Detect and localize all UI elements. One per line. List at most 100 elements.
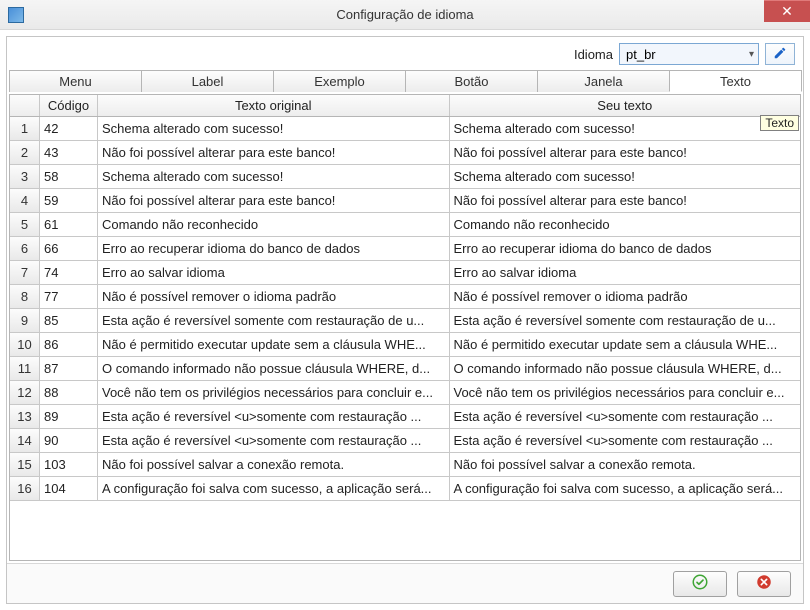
cell-user[interactable]: O comando informado não possue cláusula …	[450, 357, 801, 380]
table-row[interactable]: 16104A configuração foi salva com sucess…	[10, 477, 800, 501]
cell-user[interactable]: Schema alterado com sucesso!	[450, 117, 801, 140]
cell-user[interactable]: Esta ação é reversível <u>somente com re…	[450, 429, 801, 452]
table-row[interactable]: 243Não foi possível alterar para este ba…	[10, 141, 800, 165]
cell-user[interactable]: Não é permitido executar update sem a cl…	[450, 333, 801, 356]
row-number: 14	[10, 429, 40, 452]
tab-janela[interactable]: Janela	[537, 70, 670, 92]
tab-exemplo[interactable]: Exemplo	[273, 70, 406, 92]
cell-user[interactable]: Comando não reconhecido	[450, 213, 801, 236]
header-user[interactable]: Seu texto Texto	[450, 95, 801, 116]
cell-original[interactable]: Comando não reconhecido	[98, 213, 450, 236]
titlebar: Configuração de idioma ✕	[0, 0, 810, 30]
cancel-button[interactable]	[737, 571, 791, 597]
cell-user[interactable]: Esta ação é reversível somente com resta…	[450, 309, 801, 332]
cell-user[interactable]: Não foi possível salvar a conexão remota…	[450, 453, 801, 476]
pencil-icon	[773, 46, 787, 63]
cell-codigo[interactable]: 42	[40, 117, 98, 140]
window-title: Configuração de idioma	[0, 7, 810, 22]
cell-codigo[interactable]: 59	[40, 189, 98, 212]
cell-codigo[interactable]: 74	[40, 261, 98, 284]
cancel-circle-icon	[755, 573, 773, 594]
header-codigo[interactable]: Código	[40, 95, 98, 116]
cell-original[interactable]: Não é permitido executar update sem a cl…	[98, 333, 450, 356]
cell-codigo[interactable]: 86	[40, 333, 98, 356]
language-select[interactable]: pt_br ▾	[619, 43, 759, 65]
cell-user[interactable]: Não foi possível alterar para este banco…	[450, 189, 801, 212]
cell-user[interactable]: A configuração foi salva com sucesso, a …	[450, 477, 801, 500]
chevron-down-icon: ▾	[749, 49, 754, 60]
table-row[interactable]: 358Schema alterado com sucesso!Schema al…	[10, 165, 800, 189]
tab-label[interactable]: Label	[141, 70, 274, 92]
table-row[interactable]: 142Schema alterado com sucesso!Schema al…	[10, 117, 800, 141]
cell-codigo[interactable]: 104	[40, 477, 98, 500]
cell-original[interactable]: Schema alterado com sucesso!	[98, 165, 450, 188]
cell-codigo[interactable]: 87	[40, 357, 98, 380]
cell-user[interactable]: Você não tem os privilégios necessários …	[450, 381, 801, 404]
table-row[interactable]: 877Não é possível remover o idioma padrã…	[10, 285, 800, 309]
table-row[interactable]: 666Erro ao recuperar idioma do banco de …	[10, 237, 800, 261]
header-original[interactable]: Texto original	[98, 95, 450, 116]
footer	[7, 563, 803, 603]
table-row[interactable]: 774Erro ao salvar idiomaErro ao salvar i…	[10, 261, 800, 285]
row-number: 16	[10, 477, 40, 500]
table-row[interactable]: 1288Você não tem os privilégios necessár…	[10, 381, 800, 405]
cell-codigo[interactable]: 85	[40, 309, 98, 332]
check-circle-icon	[691, 573, 709, 594]
cell-original[interactable]: Esta ação é reversível <u>somente com re…	[98, 429, 450, 452]
table-row[interactable]: 15103Não foi possível salvar a conexão r…	[10, 453, 800, 477]
cell-codigo[interactable]: 43	[40, 141, 98, 164]
tab-menu[interactable]: Menu	[9, 70, 142, 92]
cell-codigo[interactable]: 89	[40, 405, 98, 428]
table-row[interactable]: 1490Esta ação é reversível <u>somente co…	[10, 429, 800, 453]
cell-codigo[interactable]: 61	[40, 213, 98, 236]
cell-codigo[interactable]: 66	[40, 237, 98, 260]
row-number: 4	[10, 189, 40, 212]
cell-codigo[interactable]: 88	[40, 381, 98, 404]
cell-user[interactable]: Erro ao salvar idioma	[450, 261, 801, 284]
table: Código Texto original Seu texto Texto 14…	[9, 94, 801, 561]
table-row[interactable]: 459Não foi possível alterar para este ba…	[10, 189, 800, 213]
row-number: 15	[10, 453, 40, 476]
cell-original[interactable]: Erro ao salvar idioma	[98, 261, 450, 284]
table-body: 142Schema alterado com sucesso!Schema al…	[10, 117, 800, 560]
close-icon: ✕	[781, 3, 793, 19]
header-tooltip: Texto	[760, 115, 799, 131]
cell-original[interactable]: O comando informado não possue cláusula …	[98, 357, 450, 380]
cell-codigo[interactable]: 90	[40, 429, 98, 452]
cell-user[interactable]: Não foi possível alterar para este banco…	[450, 141, 801, 164]
table-row[interactable]: 1389Esta ação é reversível <u>somente co…	[10, 405, 800, 429]
cell-original[interactable]: Schema alterado com sucesso!	[98, 117, 450, 140]
cell-original[interactable]: Não foi possível alterar para este banco…	[98, 189, 450, 212]
cell-original[interactable]: Você não tem os privilégios necessários …	[98, 381, 450, 404]
cell-user[interactable]: Não é possível remover o idioma padrão	[450, 285, 801, 308]
cell-original[interactable]: Esta ação é reversível somente com resta…	[98, 309, 450, 332]
cell-original[interactable]: Não é possível remover o idioma padrão	[98, 285, 450, 308]
cell-original[interactable]: Não foi possível salvar a conexão remota…	[98, 453, 450, 476]
main-panel: Idioma pt_br ▾ MenuLabelExemploBotãoJane…	[6, 36, 804, 604]
cell-original[interactable]: Esta ação é reversível <u>somente com re…	[98, 405, 450, 428]
cell-original[interactable]: A configuração foi salva com sucesso, a …	[98, 477, 450, 500]
row-number: 9	[10, 309, 40, 332]
tab-texto[interactable]: Texto	[669, 70, 802, 92]
row-number: 3	[10, 165, 40, 188]
cell-codigo[interactable]: 58	[40, 165, 98, 188]
table-row[interactable]: 1187O comando informado não possue cláus…	[10, 357, 800, 381]
cell-user[interactable]: Schema alterado com sucesso!	[450, 165, 801, 188]
table-row[interactable]: 1086Não é permitido executar update sem …	[10, 333, 800, 357]
cell-original[interactable]: Erro ao recuperar idioma do banco de dad…	[98, 237, 450, 260]
cell-user[interactable]: Esta ação é reversível <u>somente com re…	[450, 405, 801, 428]
close-button[interactable]: ✕	[764, 0, 810, 22]
row-number: 5	[10, 213, 40, 236]
edit-language-button[interactable]	[765, 43, 795, 65]
cell-original[interactable]: Não foi possível alterar para este banco…	[98, 141, 450, 164]
table-header: Código Texto original Seu texto Texto	[10, 95, 800, 117]
cell-codigo[interactable]: 77	[40, 285, 98, 308]
cell-codigo[interactable]: 103	[40, 453, 98, 476]
tab-botão[interactable]: Botão	[405, 70, 538, 92]
table-row[interactable]: 561Comando não reconhecidoComando não re…	[10, 213, 800, 237]
ok-button[interactable]	[673, 571, 727, 597]
row-number: 2	[10, 141, 40, 164]
table-row[interactable]: 985Esta ação é reversível somente com re…	[10, 309, 800, 333]
cell-user[interactable]: Erro ao recuperar idioma do banco de dad…	[450, 237, 801, 260]
tab-strip: MenuLabelExemploBotãoJanelaTexto	[9, 69, 801, 92]
